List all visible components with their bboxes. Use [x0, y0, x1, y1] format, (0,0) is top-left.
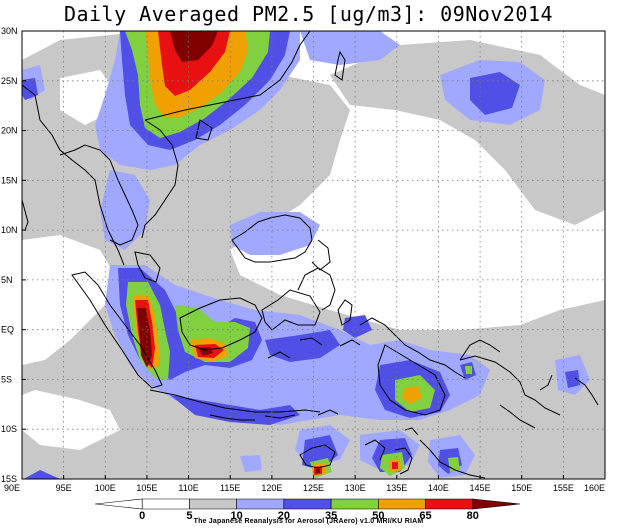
lon-tick-label: 125E	[303, 483, 324, 493]
lat-tick-label: 20N	[1, 126, 18, 136]
lat-tick-label: 10S	[1, 424, 17, 434]
pm25-field	[22, 31, 605, 479]
lat-tick-label: 5S	[1, 374, 12, 384]
longitude-axis: 90E 95E 100E 105E 110E 115E 120E 125E 130E 135E 14…	[4, 475, 606, 493]
latitude-axis: 30N 25N 20N 15N 10N 5N EQ 5S 10S 15S	[1, 26, 26, 484]
lon-tick-label: 160E	[584, 483, 605, 493]
colorbar-level-label: 0	[139, 510, 145, 522]
colorbar-level-label: 50	[372, 510, 384, 522]
lon-tick-label: 155E	[553, 483, 574, 493]
clean-air-patches	[22, 70, 600, 450]
colorbar-segment	[472, 498, 521, 510]
colorbar-level-label: 5	[186, 510, 192, 522]
colorbar-segment	[189, 498, 237, 510]
lon-tick-label: 145E	[470, 483, 491, 493]
lon-tick-label: 135E	[386, 483, 407, 493]
colorbar-segment	[425, 498, 474, 510]
data-credit: The Japanese Reanalysis for Aerosol (JRA…	[193, 518, 424, 525]
colorbar-level-label: 10	[231, 510, 243, 522]
colorbar-level-label: 80	[467, 510, 479, 522]
colorbar-segment	[378, 498, 426, 510]
lon-tick-label: 105E	[136, 483, 157, 493]
lon-tick-label: 100E	[95, 483, 116, 493]
lon-tick-label: 130E	[345, 483, 366, 493]
lon-tick-label: 115E	[220, 483, 240, 493]
colorbar-segment	[141, 498, 190, 510]
lon-tick-label: 120E	[261, 483, 282, 493]
lat-tick-label: 15S	[1, 474, 17, 484]
lon-tick-label: 95E	[56, 483, 72, 493]
colorbar-level-label: 20	[278, 510, 290, 522]
graticule	[22, 31, 605, 479]
lon-tick-label: 140E	[428, 483, 449, 493]
lat-tick-label: 30N	[1, 26, 18, 36]
colorbar-level-label: 65	[419, 510, 431, 522]
lat-tick-label: 15N	[1, 175, 18, 185]
lat-tick-label: 25N	[1, 76, 18, 86]
lon-tick-label: 110E	[178, 483, 198, 493]
lon-tick-label: 150E	[511, 483, 532, 493]
colorbar-level-label: 35	[325, 510, 337, 522]
lat-tick-label: 5N	[1, 275, 13, 285]
lon-tick-label: 90E	[4, 483, 20, 493]
colorbar-segment	[236, 498, 285, 510]
colorbar-segment	[94, 498, 143, 510]
lat-tick-label: 10N	[1, 225, 18, 235]
lat-tick-label: EQ	[1, 325, 14, 335]
colorbar: 0 5 10 20 35 50 65 80	[94, 498, 521, 522]
map-title: Daily Averaged PM2.5 [ug/m3]: 09Nov2014	[63, 2, 554, 26]
coastlines	[22, 31, 599, 479]
pm25-level-80-darkred	[137, 31, 320, 473]
colorbar-segment	[283, 498, 332, 510]
colorbar-segment	[330, 498, 379, 510]
